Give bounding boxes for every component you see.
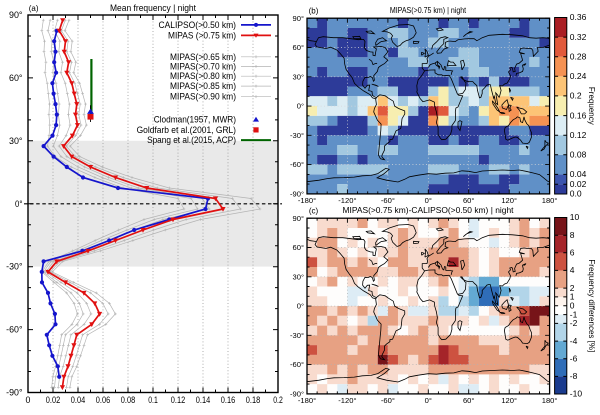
svg-text:-6: -6 [570,353,578,363]
svg-text:0: 0 [570,300,575,310]
svg-text:90°: 90° [293,14,304,23]
svg-text:90°: 90° [293,214,304,223]
svg-text:-30°: -30° [290,131,304,140]
svg-text:0: 0 [26,395,31,405]
svg-text:-1: -1 [570,309,578,319]
svg-text:0.08: 0.08 [570,150,587,160]
svg-text:1: 1 [570,292,575,302]
svg-text:0.32: 0.32 [570,32,587,42]
svg-text:Frequency differences [%]: Frequency differences [%] [587,259,596,352]
svg-text:-120°: -120° [338,396,356,405]
svg-text:(a): (a) [29,4,39,13]
svg-text:0.16: 0.16 [221,395,235,405]
svg-text:-2: -2 [570,318,578,328]
svg-text:-30°: -30° [6,262,22,272]
svg-text:0.18: 0.18 [246,395,260,405]
svg-text:-120°: -120° [338,196,356,205]
svg-text:0.04: 0.04 [71,395,85,405]
svg-text:4: 4 [570,265,575,275]
svg-text:60°: 60° [9,73,23,83]
svg-text:0°: 0° [425,396,432,405]
svg-text:0.14: 0.14 [196,395,210,405]
svg-text:-30°: -30° [290,331,304,340]
svg-text:0°: 0° [297,102,304,111]
svg-text:Clodman(1957, MWR): Clodman(1957, MWR) [154,115,236,125]
svg-text:0.28: 0.28 [570,51,587,61]
svg-text:0.0: 0.0 [570,189,582,199]
svg-text:-90°: -90° [290,190,304,199]
svg-text:0.1: 0.1 [148,395,158,405]
svg-text:0.12: 0.12 [570,130,587,140]
svg-text:0°: 0° [15,199,23,209]
svg-text:-90°: -90° [6,388,22,398]
svg-text:0.16: 0.16 [570,110,587,120]
svg-text:10: 10 [570,212,580,222]
svg-text:0°: 0° [425,196,432,205]
svg-text:CALIPSO(>0.50 km): CALIPSO(>0.50 km) [159,20,237,30]
svg-text:MIPAS(>0.80 km): MIPAS(>0.80 km) [170,71,236,81]
svg-text:-90°: -90° [290,390,304,399]
svg-text:30°: 30° [293,72,304,81]
svg-text:8: 8 [570,230,575,240]
svg-text:Mean frequency | night: Mean frequency | night [110,3,196,13]
svg-text:MIPAS(>0.75 km) | night: MIPAS(>0.75 km) | night [390,6,467,15]
svg-text:0.06: 0.06 [96,395,110,405]
svg-text:6: 6 [570,248,575,258]
svg-text:0.2: 0.2 [273,395,283,405]
svg-text:120°: 120° [501,396,517,405]
svg-text:30°: 30° [9,136,23,146]
svg-text:Goldfarb et al.(2001, GRL): Goldfarb et al.(2001, GRL) [137,125,236,135]
svg-text:0.02: 0.02 [570,179,587,189]
svg-text:-60°: -60° [381,196,395,205]
svg-text:-8: -8 [570,371,578,381]
svg-text:-60°: -60° [290,160,304,169]
svg-text:MIPAS(>0.70 km): MIPAS(>0.70 km) [170,61,236,71]
svg-text:MIPAS(>0.90 km): MIPAS(>0.90 km) [170,92,236,102]
svg-text:30°: 30° [293,272,304,281]
svg-text:90°: 90° [9,10,23,20]
svg-text:60°: 60° [293,43,304,52]
svg-text:0°: 0° [297,302,304,311]
svg-text:0.08: 0.08 [121,395,135,405]
svg-text:-60°: -60° [290,360,304,369]
svg-text:0.2: 0.2 [570,91,582,101]
svg-text:60°: 60° [463,196,474,205]
svg-text:0.04: 0.04 [570,169,587,179]
svg-text:180°: 180° [542,196,558,205]
svg-text:0.12: 0.12 [171,395,185,405]
svg-text:-60°: -60° [381,396,395,405]
svg-text:-180°: -180° [298,396,316,405]
svg-text:MIPAS (>0.75 km): MIPAS (>0.75 km) [168,30,236,40]
svg-text:60°: 60° [293,243,304,252]
svg-text:60°: 60° [463,396,474,405]
svg-text:MIPAS(>0.65 km): MIPAS(>0.65 km) [170,52,236,62]
svg-text:0.36: 0.36 [570,12,587,22]
svg-text:0.24: 0.24 [570,71,587,81]
svg-text:-180°: -180° [298,196,316,205]
svg-text:0.02: 0.02 [46,395,60,405]
svg-text:2: 2 [570,283,575,293]
svg-text:Frequency: Frequency [587,87,596,125]
svg-text:Spang et al.(2015, ACP): Spang et al.(2015, ACP) [147,135,236,145]
svg-text:(b): (b) [309,7,319,16]
svg-text:MIPAS(>0.75 km)-CALIPSO(>0.50: MIPAS(>0.75 km)-CALIPSO(>0.50 km) | nigh… [343,206,515,215]
svg-text:-4: -4 [570,336,578,346]
svg-text:(c): (c) [309,207,319,216]
svg-text:-10: -10 [570,389,583,399]
svg-text:120°: 120° [501,196,517,205]
svg-text:-60°: -60° [6,325,22,335]
svg-text:MIPAS(>0.85 km): MIPAS(>0.85 km) [170,81,236,91]
svg-text:180°: 180° [542,396,558,405]
